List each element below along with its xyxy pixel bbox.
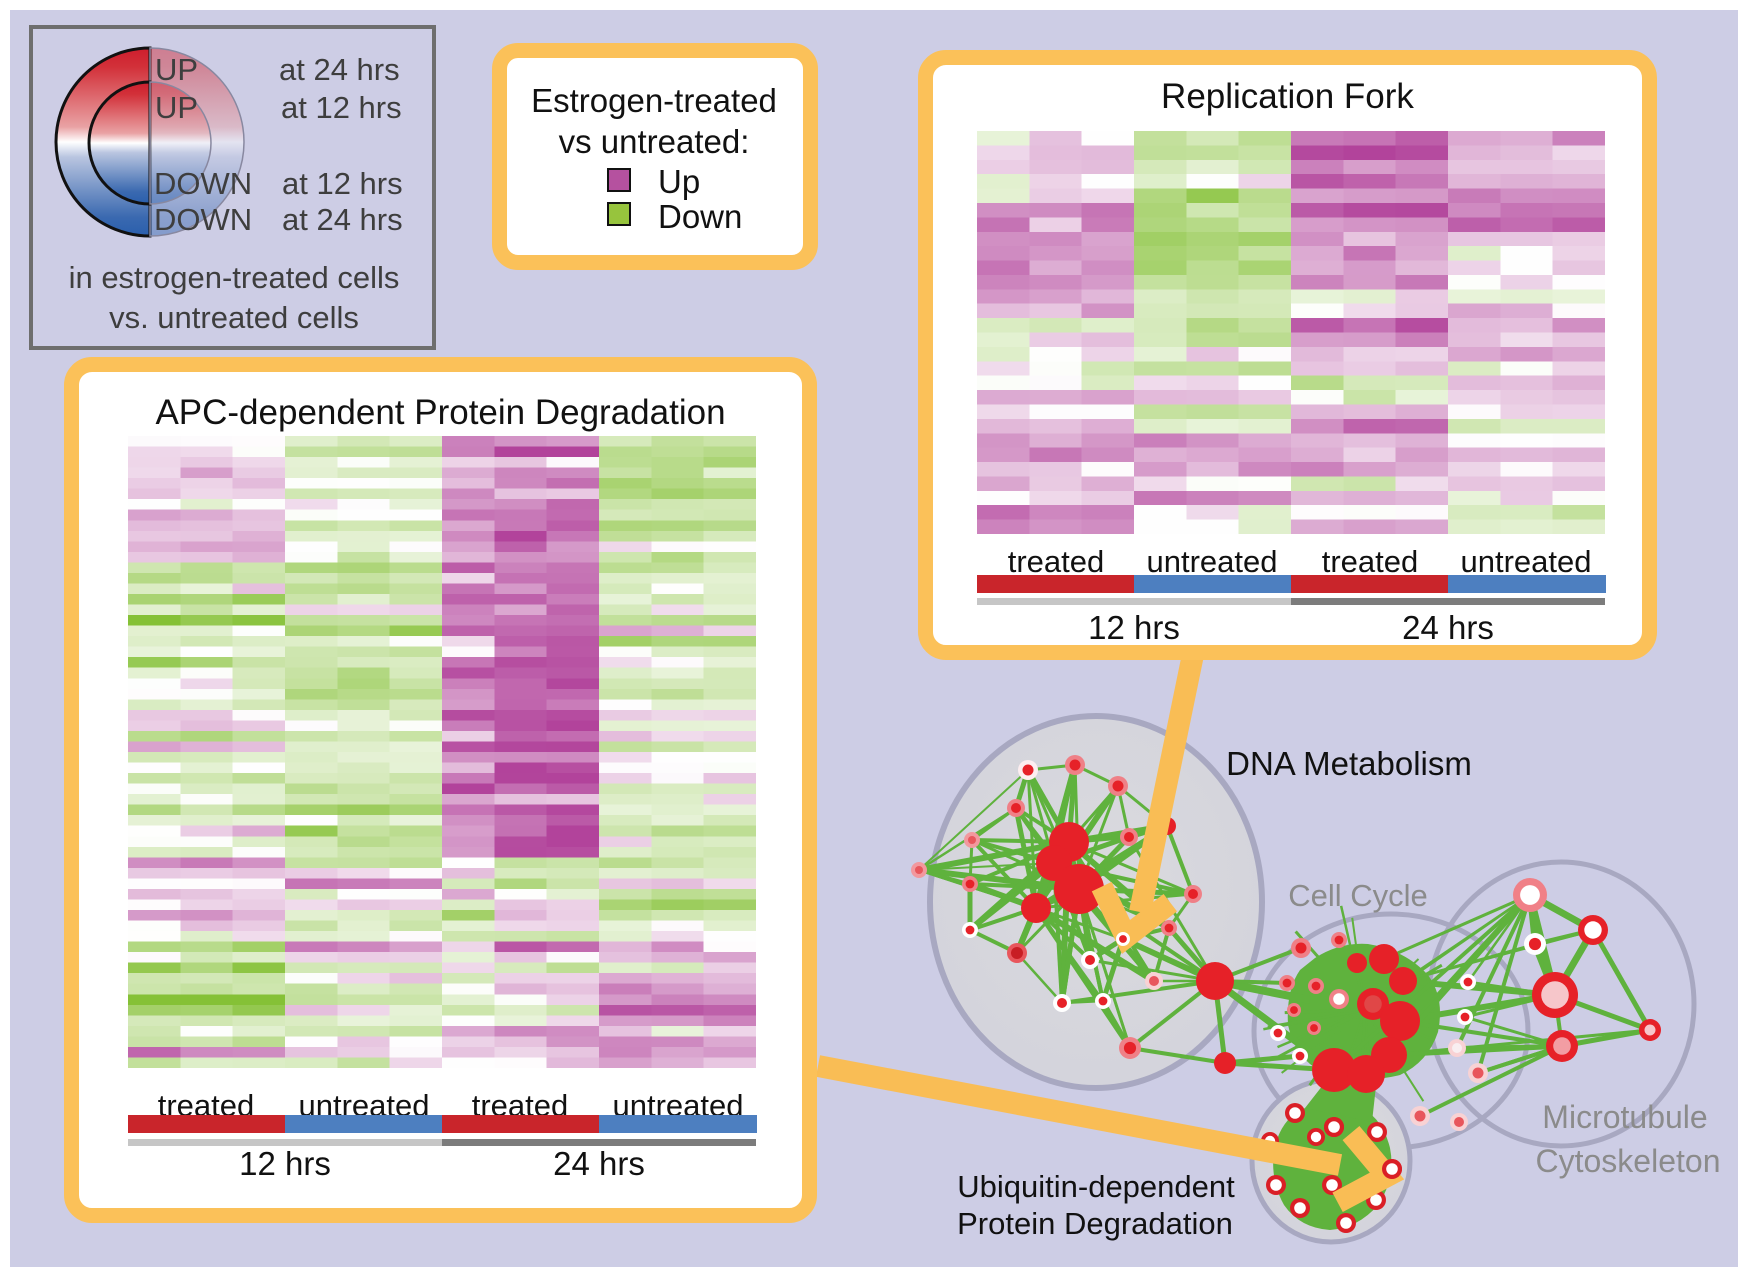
svg-text:UP: UP — [155, 90, 198, 125]
svg-text:vs untreated:: vs untreated: — [559, 123, 750, 160]
svg-text:Up: Up — [658, 163, 700, 200]
svg-text:Cell Cycle: Cell Cycle — [1288, 878, 1428, 913]
svg-text:Protein Degradation: Protein Degradation — [957, 1206, 1233, 1241]
svg-text:at 12 hrs: at 12 hrs — [281, 90, 402, 125]
svg-text:DOWN: DOWN — [154, 202, 252, 237]
svg-text:vs. untreated cells: vs. untreated cells — [109, 300, 359, 335]
svg-text:Microtubule: Microtubule — [1542, 1099, 1707, 1135]
svg-text:at 24 hrs: at 24 hrs — [279, 52, 400, 87]
svg-text:UP: UP — [155, 52, 198, 87]
svg-text:in estrogen-treated cells: in estrogen-treated cells — [69, 260, 400, 295]
svg-text:DNA Metabolism: DNA Metabolism — [1226, 745, 1472, 782]
svg-text:at 12 hrs: at 12 hrs — [282, 166, 403, 201]
svg-text:at 24 hrs: at 24 hrs — [282, 202, 403, 237]
svg-text:Down: Down — [658, 198, 742, 235]
svg-text:Cytoskeleton: Cytoskeleton — [1536, 1143, 1721, 1179]
svg-text:Estrogen-treated: Estrogen-treated — [531, 82, 777, 119]
svg-text:Ubiquitin-dependent: Ubiquitin-dependent — [957, 1169, 1235, 1204]
svg-text:DOWN: DOWN — [154, 166, 252, 201]
